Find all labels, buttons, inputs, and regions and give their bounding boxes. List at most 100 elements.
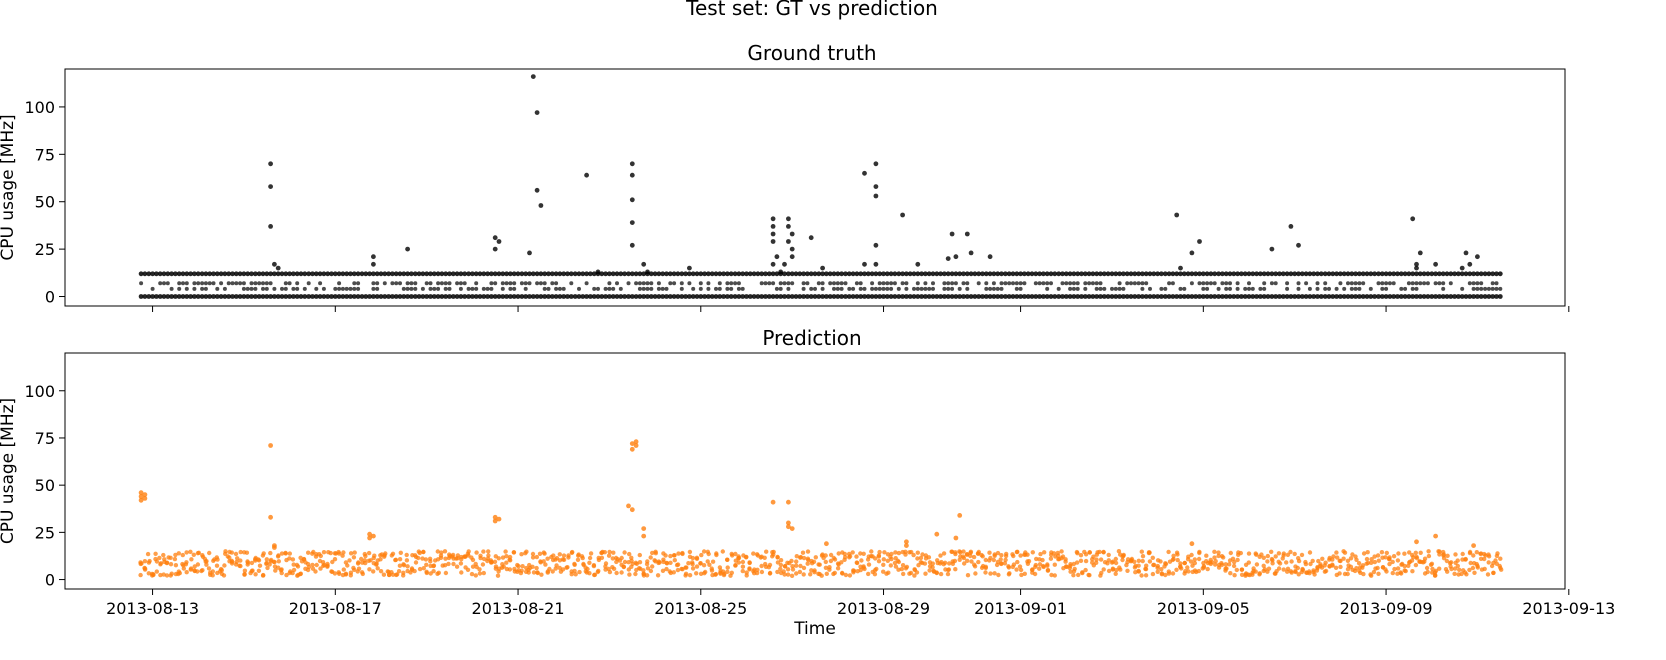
baseline-point bbox=[275, 271, 281, 277]
baseline-point bbox=[687, 573, 693, 578]
data-point bbox=[371, 261, 376, 267]
baseline-point bbox=[1406, 294, 1412, 299]
baseline-point bbox=[736, 294, 742, 299]
data-point bbox=[770, 231, 776, 237]
intermediate-point bbox=[181, 281, 185, 286]
baseline-point bbox=[1075, 551, 1080, 556]
intermediate-point bbox=[991, 286, 996, 291]
baseline-point bbox=[492, 294, 498, 299]
baseline-point bbox=[1353, 294, 1358, 299]
baseline-point bbox=[264, 294, 270, 299]
intermediate-point bbox=[763, 281, 768, 286]
intermediate-point bbox=[1498, 286, 1503, 291]
intermediate-point bbox=[1170, 281, 1175, 286]
baseline-point bbox=[1398, 294, 1404, 299]
intermediate-point bbox=[1098, 286, 1103, 291]
baseline-point bbox=[991, 271, 997, 277]
baseline-point bbox=[1338, 564, 1343, 570]
intermediate-point bbox=[257, 281, 262, 286]
baseline-point bbox=[351, 555, 357, 560]
intermediate-point bbox=[851, 286, 856, 291]
baseline-point bbox=[291, 271, 296, 277]
baseline-point bbox=[740, 564, 746, 569]
baseline-point bbox=[371, 569, 376, 574]
baseline-point bbox=[264, 557, 269, 562]
intermediate-point bbox=[1178, 286, 1183, 291]
baseline-point bbox=[1067, 565, 1073, 571]
baseline-point bbox=[526, 567, 531, 572]
intermediate-point bbox=[870, 286, 875, 291]
baseline-point bbox=[1136, 558, 1142, 563]
intermediate-point bbox=[774, 286, 779, 291]
baseline-point bbox=[1022, 271, 1027, 277]
baseline-point bbox=[1269, 549, 1274, 554]
baseline-point bbox=[775, 569, 780, 575]
baseline-point bbox=[1277, 294, 1282, 299]
baseline-point bbox=[572, 562, 577, 567]
intermediate-point bbox=[470, 286, 475, 291]
intermediate-point bbox=[1414, 281, 1419, 286]
baseline-point bbox=[694, 271, 700, 277]
data-point bbox=[138, 490, 144, 496]
baseline-point bbox=[1010, 552, 1015, 557]
baseline-point bbox=[1398, 271, 1404, 277]
baseline-point bbox=[1166, 271, 1172, 277]
baseline-point bbox=[865, 294, 871, 299]
data-point bbox=[770, 239, 776, 244]
baseline-point bbox=[831, 294, 837, 299]
baseline-point bbox=[1017, 564, 1023, 569]
baseline-point bbox=[622, 271, 627, 277]
baseline-point bbox=[382, 554, 387, 559]
baseline-point bbox=[1139, 549, 1145, 554]
data-point bbox=[633, 443, 639, 448]
baseline-point bbox=[828, 552, 834, 558]
baseline-point bbox=[142, 566, 148, 571]
baseline-point bbox=[661, 557, 666, 562]
baseline-point bbox=[599, 555, 605, 560]
baseline-point bbox=[489, 271, 494, 277]
baseline-point bbox=[469, 571, 475, 577]
baseline-point bbox=[1299, 552, 1305, 558]
data-point bbox=[538, 203, 544, 208]
baseline-point bbox=[733, 563, 738, 568]
baseline-point bbox=[1284, 560, 1289, 565]
baseline-point bbox=[1497, 563, 1502, 569]
baseline-point bbox=[667, 569, 672, 574]
intermediate-point bbox=[1361, 281, 1366, 286]
baseline-point bbox=[1486, 294, 1492, 299]
baseline-point bbox=[355, 569, 360, 574]
baseline-point bbox=[918, 560, 923, 565]
baseline-point bbox=[211, 271, 216, 277]
baseline-point bbox=[329, 271, 334, 277]
baseline-point bbox=[215, 557, 220, 562]
baseline-point bbox=[979, 565, 985, 570]
baseline-point bbox=[226, 294, 232, 299]
intermediate-point bbox=[1410, 281, 1415, 286]
baseline-point bbox=[511, 550, 517, 555]
baseline-point bbox=[641, 573, 647, 578]
intermediate-point bbox=[261, 281, 265, 286]
baseline-point bbox=[1204, 553, 1209, 558]
baseline-point bbox=[272, 559, 277, 565]
baseline-point bbox=[801, 294, 806, 299]
baseline-point bbox=[1042, 550, 1047, 555]
baseline-point bbox=[1178, 564, 1183, 569]
baseline-point bbox=[1185, 565, 1190, 570]
baseline-point bbox=[627, 572, 632, 577]
intermediate-point bbox=[203, 281, 208, 286]
baseline-point bbox=[1174, 567, 1179, 572]
baseline-point bbox=[869, 553, 874, 559]
baseline-point bbox=[1227, 562, 1232, 567]
baseline-point bbox=[268, 271, 273, 277]
baseline-point bbox=[1491, 570, 1496, 575]
baseline-point bbox=[1029, 271, 1035, 277]
baseline-point bbox=[999, 294, 1004, 299]
baseline-point bbox=[390, 271, 395, 277]
baseline-point bbox=[816, 271, 822, 277]
intermediate-point bbox=[314, 286, 319, 291]
baseline-point bbox=[313, 554, 319, 559]
x-tick-label: 2013-08-25 bbox=[654, 599, 747, 618]
baseline-point bbox=[1121, 271, 1126, 277]
baseline-point bbox=[428, 271, 433, 277]
